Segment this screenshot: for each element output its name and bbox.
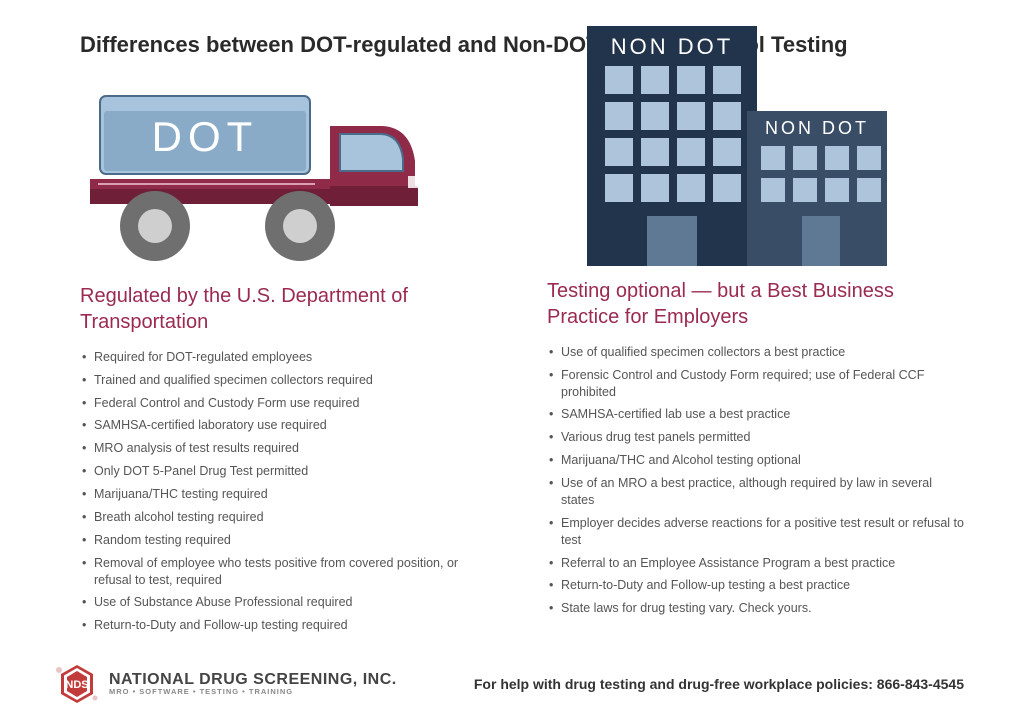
list-item: Random testing required: [80, 532, 497, 549]
buildings-icon: NON DOT NON DOT: [547, 16, 907, 276]
brand-logo: NDS NATIONAL DRUG SCREENING, INC. MRO • …: [55, 662, 397, 706]
dot-column: DOT Regulated by the U.S. Department of …: [80, 71, 497, 640]
list-item: Use of qualified specimen collectors a b…: [547, 344, 964, 361]
dot-heading: Regulated by the U.S. Department of Tran…: [80, 283, 497, 335]
list-item: Marijuana/THC and Alcohol testing option…: [547, 452, 964, 469]
list-item: Federal Control and Custody Form use req…: [80, 395, 497, 412]
list-item: MRO analysis of test results required: [80, 440, 497, 457]
logo-abbrev: NDS: [65, 679, 88, 691]
list-item: Referral to an Employee Assistance Progr…: [547, 555, 964, 572]
list-item: Employer decides adverse reactions for a…: [547, 515, 964, 549]
non-dot-column: NON DOT NON DOT Testing opti: [547, 71, 964, 640]
list-item: SAMHSA-certified lab use a best practice: [547, 406, 964, 423]
footer: NDS NATIONAL DRUG SCREENING, INC. MRO • …: [55, 662, 964, 706]
list-item: Return-to-Duty and Follow-up testing a b…: [547, 577, 964, 594]
dot-bullet-list: Required for DOT-regulated employees Tra…: [80, 349, 497, 634]
list-item: Only DOT 5-Panel Drug Test permitted: [80, 463, 497, 480]
nds-hex-icon: NDS: [55, 662, 99, 706]
logo-tagline: MRO • SOFTWARE • TESTING • TRAINING: [109, 688, 397, 696]
list-item: Various drug test panels permitted: [547, 429, 964, 446]
list-item: State laws for drug testing vary. Check …: [547, 600, 964, 617]
dot-truck-illustration: DOT: [80, 71, 497, 271]
list-item: Marijuana/THC testing required: [80, 486, 497, 503]
non-dot-bullet-list: Use of qualified specimen collectors a b…: [547, 344, 964, 617]
list-item: Return-to-Duty and Follow-up testing req…: [80, 617, 497, 634]
footer-help-text: For help with drug testing and drug-free…: [474, 676, 964, 692]
non-dot-heading: Testing optional — but a Best Business P…: [547, 278, 964, 330]
list-item: Use of an MRO a best practice, although …: [547, 475, 964, 509]
list-item: SAMHSA-certified laboratory use required: [80, 417, 497, 434]
list-item: Trained and qualified specimen collector…: [80, 372, 497, 389]
list-item: Breath alcohol testing required: [80, 509, 497, 526]
list-item: Forensic Control and Custody Form requir…: [547, 367, 964, 401]
list-item: Required for DOT-regulated employees: [80, 349, 497, 366]
building-b-label: NON DOT: [765, 118, 869, 138]
list-item: Use of Substance Abuse Professional requ…: [80, 594, 497, 611]
non-dot-buildings-illustration: NON DOT NON DOT: [547, 16, 964, 266]
content-columns: DOT Regulated by the U.S. Department of …: [80, 71, 964, 640]
logo-company-name: NATIONAL DRUG SCREENING, INC.: [109, 672, 397, 689]
list-item: Removal of employee who tests positive f…: [80, 555, 497, 589]
truck-icon: DOT: [80, 71, 440, 271]
truck-tank-label: DOT: [152, 113, 259, 160]
building-a-label: NON DOT: [611, 34, 733, 59]
